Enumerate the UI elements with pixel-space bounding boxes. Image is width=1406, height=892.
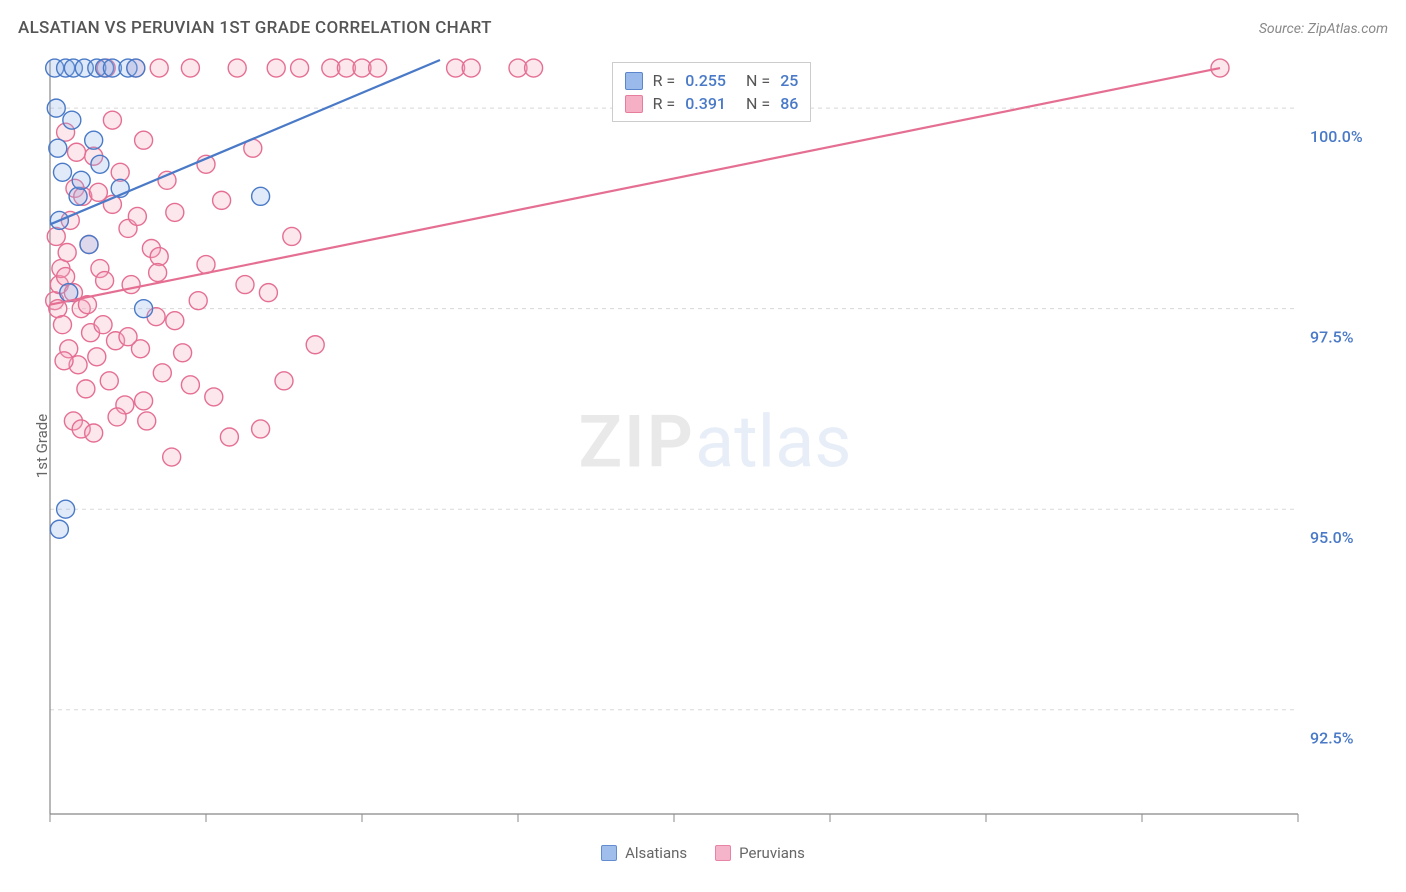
data-point [122,276,140,294]
stat-swatch [625,72,643,90]
data-point [55,352,73,370]
data-point [306,336,324,354]
y-tick-label: 100.0% [1310,127,1363,146]
data-point [153,364,171,382]
stat-r-value: 0.391 [685,94,726,113]
data-point [85,131,103,149]
data-point [135,131,153,149]
data-point [174,344,192,362]
chart-source: Source: ZipAtlas.com [1259,21,1388,37]
stat-n-label: N = [746,71,770,90]
data-point [47,227,65,245]
legend-swatch [715,845,731,861]
legend: Alsatians Peruvians [0,844,1406,862]
x-tick-label: 80.0% [1254,829,1298,832]
data-point [135,300,153,318]
data-point [267,59,285,77]
data-point [94,316,112,334]
data-point [525,59,543,77]
data-point [53,316,71,334]
y-tick-label: 97.5% [1310,328,1354,347]
data-point [91,155,109,173]
data-point [111,163,129,181]
data-point [163,448,181,466]
data-point [47,99,65,117]
correlation-stats-box: R = 0.255 N = 25 R = 0.391 N = 86 [612,62,812,122]
data-point [77,380,95,398]
stat-n-value: 86 [780,94,798,113]
legend-label: Alsatians [625,844,687,862]
data-point [63,111,81,129]
data-point [49,139,67,157]
data-point [252,420,270,438]
stat-r-label: R = [653,71,676,90]
legend-swatch [601,845,617,861]
data-point [150,248,168,266]
data-point [58,244,76,262]
legend-item: Peruvians [715,844,805,862]
y-tick-label: 95.0% [1310,528,1354,547]
data-point [213,191,231,209]
data-point [53,163,71,181]
chart-header: ALSATIAN VS PERUVIAN 1ST GRADE CORRELATI… [18,18,1388,38]
data-point [166,203,184,221]
stat-r-value: 0.255 [685,71,726,90]
data-point [181,376,199,394]
data-point [100,372,118,390]
stat-n-label: N = [746,94,770,113]
source-label: Source: [1259,21,1304,37]
data-point [462,59,480,77]
data-point [369,59,387,77]
stat-n-value: 25 [780,71,798,90]
data-point [119,328,137,346]
data-point [291,59,309,77]
data-point [135,392,153,410]
data-point [57,268,75,286]
data-point [72,171,90,189]
stat-row: R = 0.391 N = 86 [625,92,799,115]
data-point [205,388,223,406]
data-point [96,272,114,290]
data-point [252,187,270,205]
scatter-plot-svg: 92.5% 95.0% 97.5% 100.0% 0.0% 80.0% [42,52,1388,832]
stat-r-label: R = [653,94,676,113]
data-point [275,372,293,390]
stat-row: R = 0.255 N = 25 [625,69,799,92]
data-point [80,235,98,253]
data-point [103,111,121,129]
data-point [149,264,167,282]
data-point [220,428,238,446]
data-point [236,276,254,294]
data-point [88,348,106,366]
stat-swatch [625,95,643,113]
data-point [57,500,75,518]
data-point [138,412,156,430]
legend-item: Alsatians [601,844,687,862]
data-point [89,183,107,201]
data-point [127,59,145,77]
legend-label: Peruvians [739,844,805,862]
y-tick-label: 92.5% [1310,729,1354,748]
data-point [283,227,301,245]
data-point [85,424,103,442]
data-point [150,59,168,77]
data-point [50,520,68,538]
x-tick-label: 0.0% [50,829,85,832]
chart-title: ALSATIAN VS PERUVIAN 1ST GRADE CORRELATI… [18,18,492,38]
data-point [259,284,277,302]
regression-line [50,60,440,224]
source-value: ZipAtlas.com [1308,21,1388,37]
data-point [69,187,87,205]
data-point [189,292,207,310]
data-point [108,408,126,426]
plot-area: 92.5%95.0%97.5%100.0%0.0%80.0% ZIPatlas … [42,52,1388,832]
data-point [68,143,86,161]
data-point [128,207,146,225]
data-point [181,59,199,77]
data-point [166,312,184,330]
data-point [228,59,246,77]
